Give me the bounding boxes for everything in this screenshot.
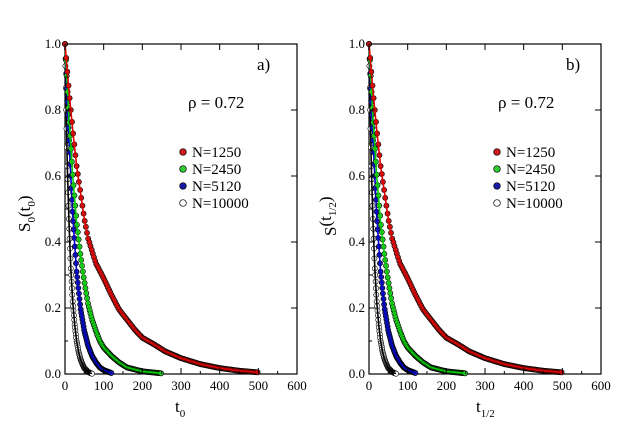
panel-b-ytick-label-1: 1.0	[349, 36, 365, 51]
panel-a-legend-label-n10000: N=10000	[192, 196, 249, 212]
panel-b-label: b)	[566, 55, 580, 74]
panel-b-ytick-label-0.8: 0.8	[349, 102, 365, 117]
panel-b-xtick-label-100: 100	[398, 378, 418, 393]
panel-b-xtick-label-600: 600	[591, 378, 611, 393]
panel-b-xtick-label-400: 400	[514, 378, 534, 393]
panel-a-data	[62, 41, 261, 377]
panel-a-ylabel: S0(t0)	[15, 195, 38, 232]
panel-a-ytick-label-0: 0.0	[45, 366, 61, 381]
panel-a-xtick-label-400: 400	[210, 378, 230, 393]
panel-b-xlabel: t1/2	[476, 397, 495, 420]
panel-a-ytick-label-0.4: 0.4	[45, 234, 62, 249]
panel-b-ytick-label-0.4: 0.4	[349, 234, 366, 249]
panel-b-legend: N=1250 N=2450 N=5120 N=10000	[493, 145, 563, 212]
panel-a-xtick-label-100: 100	[94, 378, 114, 393]
panel-b-xtick-label-200: 200	[437, 378, 457, 393]
panel-a-legend-marker-n1250	[179, 148, 187, 156]
panel-a-legend-marker-n10000	[179, 199, 187, 207]
panel-b-legend-marker-n5120	[493, 182, 501, 190]
panel-b-xtick-label-0: 0	[366, 378, 373, 393]
panel-a-xtick-label-200: 200	[133, 378, 153, 393]
panel-a-xtick-label-300: 300	[171, 378, 191, 393]
panel-b-legend-label-n2450: N=2450	[506, 162, 555, 178]
panel-b-legend-marker-n2450	[493, 165, 501, 173]
panel-a: 0 100 200 300 400 500 600 0.0 0.2 0.4 0.6 0.8 1.0 a)…	[15, 36, 307, 420]
panel-b-legend-label-n1250: N=1250	[506, 145, 555, 161]
panel-b-legend-label-n10000: N=10000	[506, 196, 563, 212]
panel-b-xtick-label-500: 500	[553, 378, 573, 393]
panel-b-ticks: 0 100 200 300 400 500 600 0.0 0.2 0.4 0.6 0.8 1.0	[349, 36, 611, 393]
panel-a-ytick-label-0.8: 0.8	[45, 102, 61, 117]
panel-b-series-n1250	[366, 41, 565, 376]
panel-b-ytick-label-0.6: 0.6	[349, 168, 366, 183]
panel-a-series-n10000	[62, 41, 95, 377]
panel-a-ticks: 0 100 200 300 400 500 600 0.0 0.2 0.4 0.6 0.8 1.0	[45, 36, 307, 393]
panel-a-fit-line-n1250	[64, 43, 259, 374]
panel-a-fit-line-n2450	[64, 43, 162, 375]
panel-b-ylabel: S(t1/2)	[316, 196, 340, 236]
panel-a-ytick-label-0.6: 0.6	[45, 168, 62, 183]
panel-b: 0 100 200 300 400 500 600 0.0 0.2 0.4 0.6 0.8 1.0 b)…	[316, 36, 611, 420]
panel-a-legend-marker-n5120	[179, 182, 187, 190]
panel-a-legend-label-n2450: N=2450	[192, 162, 241, 178]
panel-a-ytick-label-1: 1.0	[45, 36, 61, 51]
panel-a-fit-line-n10000	[64, 43, 93, 375]
panel-a-series-n1250	[62, 41, 261, 376]
panel-a-legend-label-n1250: N=1250	[192, 145, 241, 161]
panel-b-frame	[368, 43, 602, 375]
panel-a-xlabel: t0	[175, 397, 186, 420]
panel-a-xtick-label-500: 500	[249, 378, 269, 393]
panel-b-legend-label-n5120: N=5120	[506, 179, 555, 195]
panel-b-fit-line-n2450	[368, 43, 466, 375]
panel-b-fit-line-n10000	[368, 43, 397, 375]
panel-b-legend-marker-n10000	[493, 199, 501, 207]
panel-b-data	[366, 41, 565, 377]
panel-b-ytick-label-0.2: 0.2	[349, 300, 365, 315]
panel-a-legend-label-n5120: N=5120	[192, 179, 241, 195]
panel-b-legend-marker-n1250	[493, 148, 501, 156]
panel-a-series-n2450	[62, 41, 164, 377]
panel-b-series-n2450	[366, 41, 468, 377]
panel-a-xtick-label-0: 0	[62, 378, 69, 393]
panel-b-fit-line-n1250	[368, 43, 563, 374]
panel-a-ytick-label-0.2: 0.2	[45, 300, 61, 315]
panel-a-legend-marker-n2450	[179, 165, 187, 173]
panel-a-label: a)	[257, 55, 270, 74]
panel-a-density-annotation: ρ = 0.72	[188, 93, 244, 112]
panel-b-density-annotation: ρ = 0.72	[498, 93, 554, 112]
panel-a-legend: N=1250 N=2450 N=5120 N=10000	[179, 145, 249, 212]
panel-b-xtick-label-300: 300	[475, 378, 495, 393]
panel-a-xtick-label-600: 600	[287, 378, 307, 393]
panel-b-ytick-label-0: 0.0	[349, 366, 365, 381]
panel-a-frame	[64, 43, 298, 375]
